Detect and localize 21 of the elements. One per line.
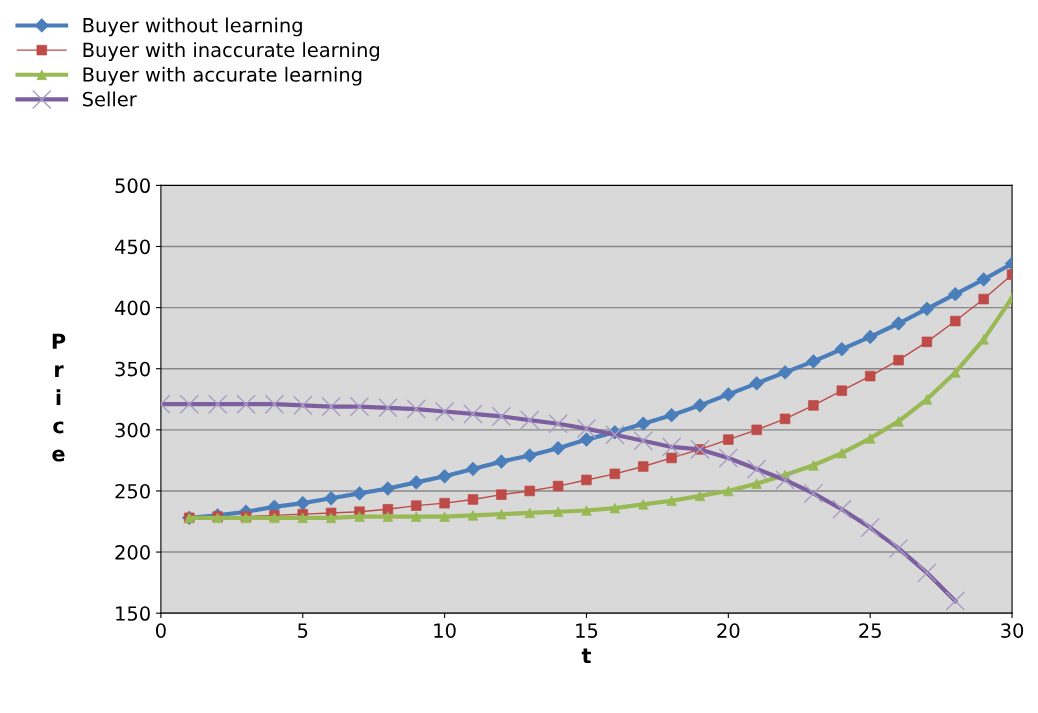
y-tick-label: 250	[115, 483, 150, 499]
y-axis-title: Price	[52, 333, 66, 462]
x-axis-title: t	[581, 648, 591, 664]
x-tick-label: 10	[434, 623, 456, 638]
y-tick-label: 300	[115, 422, 150, 438]
x-tick-label: 30	[1001, 623, 1024, 638]
y-tick-label: 350	[115, 361, 150, 377]
y-tick-label: 400	[115, 300, 150, 316]
y-tick-label: 200	[115, 545, 150, 560]
x-tick-label: 5	[298, 623, 308, 638]
y-tick-label: 450	[115, 239, 150, 255]
legend-label: Seller	[82, 91, 137, 107]
y-tick-label: 500	[115, 178, 150, 194]
x-tick-label: 20	[717, 623, 740, 638]
x-tick-label: 25	[859, 623, 881, 638]
x-tick-label: 0	[155, 623, 166, 638]
y-tick-label: 150	[116, 606, 150, 621]
x-tick-label: 15	[576, 623, 598, 638]
legend-label: Buyer with inaccurate learning	[83, 42, 379, 61]
legend-label: Buyer with accurate learning	[83, 66, 362, 86]
legend-label: Buyer without learning	[83, 17, 302, 37]
